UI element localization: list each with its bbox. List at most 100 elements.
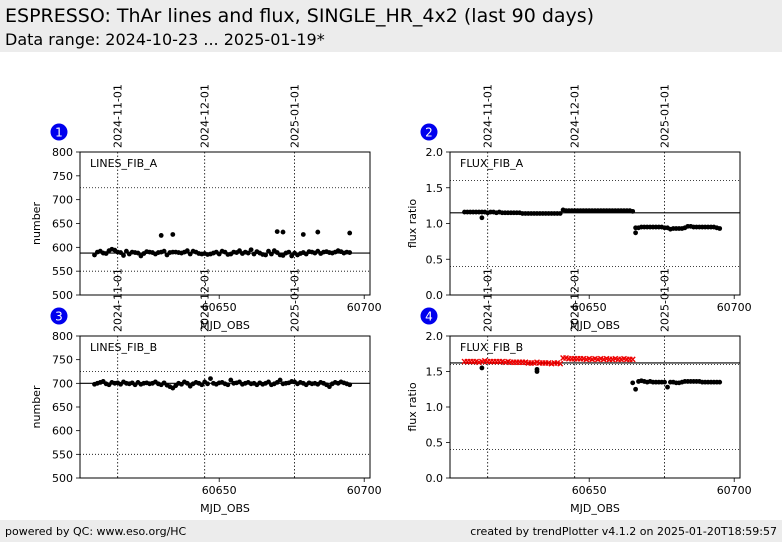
data-point — [347, 250, 353, 255]
y-axis-label: flux ratio — [406, 199, 419, 249]
y-tick-label: 550 — [52, 448, 73, 461]
title-band: ESPRESSO: ThAr lines and flux, SINGLE_HR… — [0, 0, 782, 52]
date-tick-label: 2024-11-01 — [112, 84, 125, 148]
data-point — [315, 229, 321, 235]
x-tick-label: 60650 — [202, 301, 237, 314]
data-point — [479, 215, 485, 221]
panel-label: FLUX_FIB_A — [460, 157, 524, 170]
x-axis-label: MJD_OBS — [200, 319, 250, 332]
y-tick-label: 800 — [52, 146, 73, 159]
y-tick-label: 0.0 — [426, 289, 444, 302]
data-point — [633, 230, 638, 236]
panel-number-badge — [420, 123, 438, 141]
x-tick-label: 60650 — [572, 301, 607, 314]
y-tick-label: 0.5 — [426, 253, 444, 266]
x-tick-label: 60700 — [717, 484, 752, 497]
data-point — [479, 365, 485, 371]
date-tick-label: 2025-01-01 — [289, 84, 302, 148]
y-tick-label: 2.0 — [426, 330, 444, 343]
y-tick-label: 0.5 — [426, 437, 444, 450]
y-tick-label: 600 — [52, 425, 73, 438]
date-tick-label: 2024-12-01 — [199, 84, 212, 148]
y-tick-label: 750 — [52, 170, 73, 183]
panel-number-label: 4 — [425, 310, 433, 324]
date-tick-label: 2024-11-01 — [482, 84, 495, 148]
x-tick-label: 60700 — [347, 484, 382, 497]
x-tick-label: 60650 — [572, 484, 607, 497]
chart-panel-3: 2024-11-01 2024-12-01 2025-01-01 500 550 600 6… — [30, 268, 382, 515]
data-point-flagged — [629, 356, 636, 363]
date-tick-label: 2025-01-01 — [659, 84, 672, 148]
panel-label: FLUX_FIB_B — [460, 341, 523, 354]
y-tick-label: 800 — [52, 330, 73, 343]
data-point-flagged — [557, 360, 564, 367]
data-range-subtitle: Data range: 2024-10-23 ... 2025-01-19* — [5, 30, 325, 49]
data-point — [277, 377, 283, 383]
panel-number-label: 3 — [55, 310, 63, 324]
x-axis-label: MJD_OBS — [570, 319, 620, 332]
data-point — [717, 226, 723, 231]
data-point — [347, 230, 353, 236]
data-point — [228, 377, 234, 383]
chart-panel-1: 2024-11-01 2024-12-01 2025-01-01 500 550 600 6… — [30, 84, 382, 332]
x-tick-label: 60650 — [202, 484, 237, 497]
data-point — [248, 247, 254, 253]
y-axis-label: number — [30, 202, 43, 245]
date-tick-label: 2024-12-01 — [199, 268, 212, 332]
y-tick-label: 1.5 — [426, 366, 444, 379]
date-tick-label: 2024-11-01 — [112, 268, 125, 332]
data-point — [280, 229, 286, 235]
y-tick-label: 500 — [52, 472, 73, 485]
footer-created-by: created by trendPlotter v4.1.2 on 2025-0… — [470, 525, 777, 538]
data-point — [633, 386, 638, 392]
data-point — [205, 381, 211, 387]
x-axis-label: MJD_OBS — [200, 502, 250, 515]
data-point — [630, 208, 636, 214]
data-point — [269, 251, 274, 257]
data-point — [534, 369, 540, 374]
panel-number-label: 1 — [55, 126, 63, 140]
data-point — [170, 232, 176, 237]
panel-label: LINES_FIB_A — [90, 157, 158, 170]
data-point — [347, 382, 353, 388]
data-point — [665, 384, 670, 390]
data-point — [662, 379, 667, 385]
data-point — [158, 233, 164, 238]
panel-number-badge — [50, 123, 68, 141]
footer-band: powered by QC: www.eso.org/HC created by… — [0, 520, 782, 542]
panel-number-label: 2 — [425, 126, 433, 140]
y-tick-label: 2.0 — [426, 146, 444, 159]
data-point — [245, 250, 251, 256]
date-tick-label: 2024-11-01 — [482, 268, 495, 332]
y-tick-label: 0.0 — [426, 472, 444, 485]
footer-credit: powered by QC: www.eso.org/HC — [5, 525, 187, 538]
date-tick-label: 2025-01-01 — [289, 268, 302, 332]
panel-number-badge — [50, 307, 68, 325]
date-tick-label: 2024-12-01 — [569, 84, 582, 148]
y-axis-label: flux ratio — [406, 382, 419, 432]
data-point — [286, 249, 292, 255]
plot-frame — [449, 335, 741, 479]
data-point — [557, 211, 563, 216]
y-tick-label: 750 — [52, 354, 73, 367]
y-tick-label: 1.0 — [426, 401, 444, 414]
data-point — [274, 229, 280, 235]
data-point — [630, 380, 636, 386]
data-point — [225, 382, 231, 388]
data-point — [208, 376, 213, 381]
panel-label: LINES_FIB_B — [90, 341, 157, 354]
date-tick-label: 2024-12-01 — [569, 268, 582, 332]
x-axis-label: MJD_OBS — [570, 502, 620, 515]
panel-number-badge — [420, 307, 438, 325]
data-point — [184, 248, 190, 254]
data-point — [121, 253, 126, 258]
data-point — [300, 232, 306, 237]
y-tick-label: 500 — [52, 289, 73, 302]
x-tick-label: 60700 — [717, 301, 752, 314]
chart-panel-4: 2024-11-01 2024-12-01 2025-01-01 0.0 0.5 1.0 1… — [406, 268, 752, 515]
y-tick-label: 1.0 — [426, 218, 444, 231]
y-tick-label: 550 — [52, 265, 73, 278]
data-point — [717, 379, 723, 385]
y-tick-label: 700 — [52, 194, 73, 207]
y-tick-label: 1.5 — [426, 182, 444, 195]
